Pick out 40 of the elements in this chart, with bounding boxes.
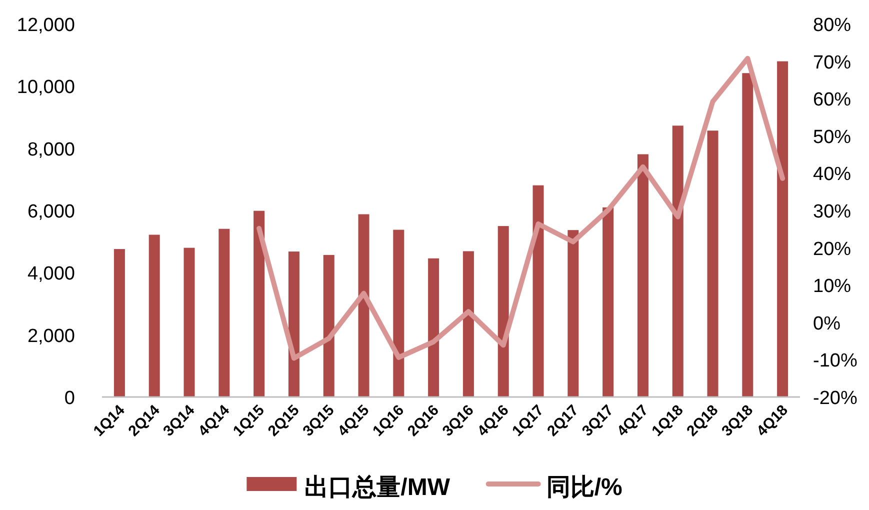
bar [602, 207, 614, 397]
legend-label: 出口总量/MW [304, 474, 450, 501]
y2-tick-label: 20% [813, 238, 852, 260]
bar [114, 249, 125, 397]
bar [323, 254, 334, 397]
y2-tick-label: 10% [813, 276, 852, 298]
y2-tick-label: 30% [813, 202, 852, 222]
bar [568, 230, 579, 397]
bar [358, 214, 370, 397]
y2-tick-label: 70% [813, 52, 852, 74]
y-tick-label: 6,000 [27, 202, 75, 222]
bar [184, 248, 195, 397]
y2-tick-label: 50% [813, 126, 852, 148]
bar [532, 185, 544, 397]
bar [498, 226, 509, 397]
y-tick-label: 2,000 [27, 326, 75, 347]
y-tick-label: 8,000 [27, 139, 75, 160]
bar [777, 61, 788, 397]
y2-tick-label: -20% [813, 388, 858, 409]
y2-tick-label: 60% [813, 90, 852, 111]
bar [393, 230, 404, 397]
y2-tick-label: 0% [813, 313, 841, 334]
bar [218, 228, 230, 397]
bar [254, 210, 265, 397]
bar [672, 126, 684, 397]
y2-tick-label: 80% [813, 15, 852, 36]
y-tick-label: 4,000 [27, 264, 75, 285]
bar [288, 252, 300, 397]
legend-label: 同比/% [546, 474, 622, 501]
y2-tick-label: -10% [813, 350, 858, 372]
bar [707, 130, 718, 397]
y2-tick-label: 40% [813, 164, 852, 186]
y-tick-label: 12,000 [16, 15, 75, 36]
bar [742, 73, 754, 397]
y-tick-label: 0 [64, 388, 75, 409]
bar [428, 258, 440, 397]
y-tick-label: 10,000 [16, 77, 75, 98]
bar [637, 154, 648, 397]
bar [148, 234, 160, 397]
bar [462, 251, 474, 397]
